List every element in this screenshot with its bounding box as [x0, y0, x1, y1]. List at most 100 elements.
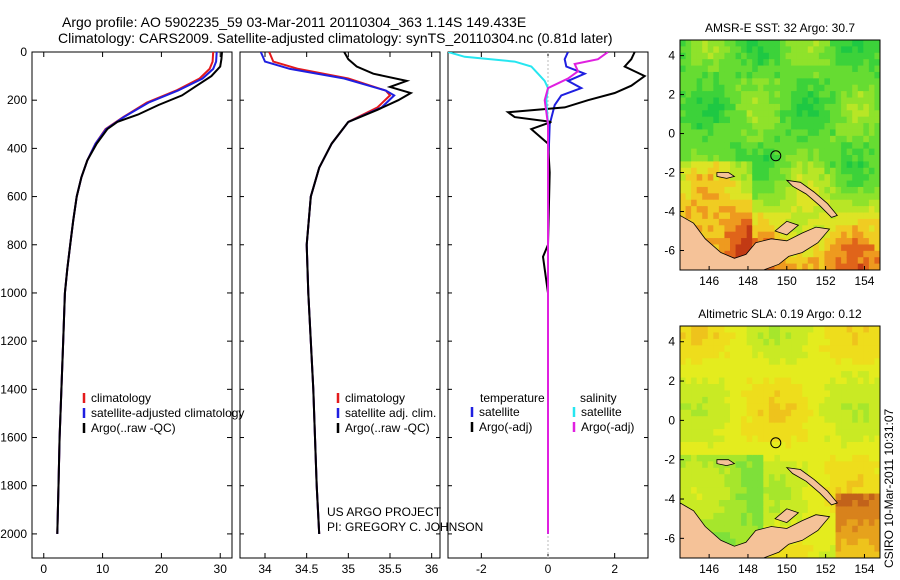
sla_map-cell: [868, 474, 876, 482]
sst_map-cell: [707, 91, 714, 99]
sla_map-cell: [857, 493, 864, 501]
sla_map-cell: [796, 448, 803, 456]
temperature-frame: [31, 51, 233, 559]
sla_map-cell: [846, 461, 853, 469]
sst_map-cell: [702, 206, 709, 214]
sla_map-cell: [696, 461, 703, 469]
sst_map-cell: [741, 218, 748, 226]
sst_map-xtick-label: 152: [816, 274, 836, 288]
sst_map-cell: [874, 84, 880, 92]
sst_map-cell: [696, 135, 703, 143]
sla_map-cell: [802, 416, 809, 424]
sst_map-cell: [724, 225, 731, 233]
sst_map-cell: [680, 116, 687, 124]
sla_map-cell: [696, 345, 703, 353]
sla_map-cell: [868, 461, 876, 469]
sla_map-cell: [735, 532, 742, 540]
sst_map-cell: [841, 231, 848, 239]
sla_map-cell: [818, 429, 826, 437]
sst_map-cell: [774, 91, 781, 99]
sla_map-cell: [852, 358, 859, 366]
sla_map-cell: [746, 461, 753, 469]
sst_map-cell: [841, 91, 848, 99]
sst_map-cell: [696, 199, 703, 207]
sst_map-cell: [774, 59, 781, 67]
sla_map-cell: [780, 487, 787, 495]
sla_map-cell: [785, 409, 792, 417]
sla_map-cell: [852, 545, 859, 553]
sla_map-cell: [824, 461, 831, 469]
sla_map-cell: [724, 422, 731, 430]
sla_map-cell: [768, 461, 776, 469]
sla_map-cell: [796, 326, 803, 334]
sla_map-cell: [691, 409, 698, 417]
sla_map-cell: [680, 454, 687, 462]
sst_map-cell: [696, 142, 703, 150]
sst_map-xtick-label: 146: [699, 274, 719, 288]
sst_map-cell: [735, 71, 742, 79]
sla_map-cell: [702, 500, 709, 508]
sst_map-cell: [835, 186, 842, 194]
sla_map-cell: [696, 384, 703, 392]
sst_map-cell: [713, 193, 720, 201]
sst_map-cell: [813, 257, 820, 265]
sst_map-cell: [807, 206, 814, 214]
sst_map-cell: [813, 46, 820, 54]
sst_map-cell: [874, 263, 880, 270]
sst_map-cell: [846, 78, 853, 86]
sla_map-cell: [735, 409, 742, 417]
sst_map-cell: [791, 46, 798, 54]
sst_map-cell: [713, 84, 720, 92]
sla_map-cell: [780, 371, 787, 379]
sst_map-cell: [857, 71, 864, 79]
sst_map-cell: [841, 238, 848, 246]
sla_map-cell: [846, 480, 853, 488]
sla_map-cell: [763, 371, 770, 379]
sla_map-cell: [757, 332, 764, 340]
sla_map-cell: [841, 493, 848, 501]
sst_map-cell: [830, 257, 837, 265]
sst_map-cell: [841, 257, 848, 265]
difference-legend-label: Argo(-adj): [581, 420, 634, 434]
sla_map-cell: [724, 390, 731, 398]
sst_map-cell: [857, 123, 864, 131]
sst_map-cell: [730, 40, 737, 47]
temperature-legend-label: Argo(..raw -QC): [91, 421, 176, 435]
sla_map-cell: [774, 435, 781, 443]
sla_map-cell: [785, 351, 792, 359]
sst_map-cell: [824, 97, 831, 105]
sla_map-cell: [841, 461, 848, 469]
sst_map-cell: [768, 180, 776, 188]
sst_map-cell: [741, 65, 748, 73]
sst_map-cell: [863, 110, 870, 118]
sla_map-cell: [741, 454, 748, 462]
sst_map-cell: [691, 148, 698, 156]
sla_map-cell: [685, 371, 692, 379]
sla_map-cell: [746, 358, 753, 366]
sla_map-cell: [724, 332, 731, 340]
sla_map-cell: [846, 500, 853, 508]
sla_map-cell: [813, 532, 820, 540]
sst_map-cell: [685, 110, 692, 118]
sla_map-cell: [691, 338, 698, 346]
sst_map-cell: [746, 206, 753, 214]
sst_map-cell: [680, 167, 687, 175]
sst_map-cell: [757, 103, 764, 111]
sst_map-cell: [857, 91, 864, 99]
sla_map-cell: [868, 390, 876, 398]
sst_map-cell: [774, 174, 781, 182]
sla_map-cell: [824, 538, 831, 546]
sla_map-cell: [680, 429, 687, 437]
sst_map-cell: [863, 212, 870, 220]
sla_map-cell: [685, 487, 692, 495]
sla_map-cell: [718, 467, 726, 475]
sla_map-cell: [796, 487, 803, 495]
sla_map-cell: [735, 506, 742, 514]
sla_map-cell: [807, 538, 814, 546]
sst_map-cell: [696, 206, 703, 214]
sla_map-cell: [713, 429, 720, 437]
sla_map-cell: [691, 480, 698, 488]
sla_map-cell: [730, 512, 737, 520]
sla_map-cell: [846, 429, 853, 437]
sla_map-cell: [752, 519, 759, 527]
